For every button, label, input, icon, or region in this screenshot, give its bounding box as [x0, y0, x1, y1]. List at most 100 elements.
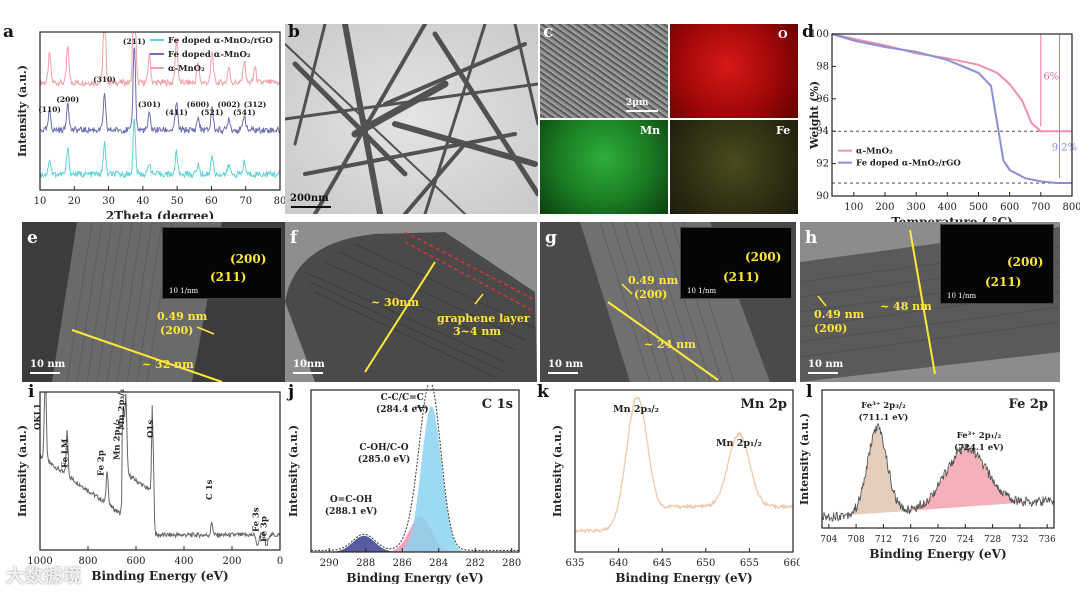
plot-frame — [574, 389, 794, 553]
fft-inset: (200) (211) 10 1/nm — [940, 224, 1054, 304]
x-tick-label: 10 — [34, 196, 47, 207]
x-tick-label: 650 — [696, 558, 715, 569]
peak-label: Mn 2p₁/₂ — [113, 419, 123, 460]
spectrum-line — [574, 396, 794, 535]
peak-label: (284.4 eV) — [376, 404, 429, 415]
plot-frame — [310, 389, 520, 553]
peak-label: (724.1 eV) — [954, 442, 1004, 453]
x-tick-label: 708 — [848, 535, 865, 545]
scale-bar — [293, 372, 323, 374]
fft-inset: (200) (211) 10 1/nm — [162, 227, 282, 299]
x-tick-label: 1000 — [27, 556, 52, 567]
peak-label: (110) — [38, 105, 61, 114]
panel-b: b 200nm — [285, 24, 538, 214]
panel-b-label: b — [288, 24, 300, 42]
scale-bar — [548, 372, 578, 374]
tga-series-line — [831, 33, 1072, 184]
rod-width-label: ~ 32 nm — [142, 358, 194, 371]
peak-label: Mn 2p₁/₂ — [716, 438, 762, 449]
spectrum-title: Mn 2p — [740, 397, 787, 412]
legend-label: α-MnO₂ — [856, 147, 893, 157]
panel-f: f ~ 30nm graphene layer 3~4 nm 10nm — [285, 222, 537, 382]
peak-label: Mn 2p₃/₂ — [613, 404, 659, 415]
plot-frame — [831, 33, 1073, 197]
spectrum-title: C 1s — [482, 397, 513, 412]
fft-200-label: (200) — [230, 252, 267, 266]
x-tick-label: 70 — [239, 196, 252, 207]
xps-survey-chart: OKL1 Fe LM Fe 2p Mn 2p₁/₂Mn 2p₃/₂ O1s C 1s Fe … — [16, 389, 283, 583]
legend-label: Fe doped α-MnO₂/rGO — [168, 36, 273, 46]
fit-component-area — [311, 535, 519, 552]
panel-d-label: d — [802, 24, 814, 42]
x-tick-label: 400 — [938, 202, 957, 213]
x-tick-label: 655 — [740, 558, 759, 569]
peak-label: C 1s — [205, 479, 215, 500]
panel-k: Mn 2p₃/₂ Mn 2p₁/₂ Mn 2p Binding Energy (eV)… — [525, 384, 805, 584]
peak-label: O=C-OH — [330, 495, 373, 505]
peak-label: Fe³⁺ 2p₃/₂ — [861, 401, 906, 411]
lattice-plane-label: (200) — [160, 324, 194, 337]
x-tick-label: 100 — [844, 202, 863, 213]
graphene-layer-label: graphene layer — [437, 312, 530, 325]
peak-label: (285.0 eV) — [358, 454, 411, 465]
x-tick-label: 60 — [205, 196, 218, 207]
panel-i-label: i — [28, 384, 35, 402]
spectrum-line — [821, 423, 1055, 522]
lattice-spacing-label: 0.49 nm — [157, 310, 208, 323]
tga-series-line — [831, 33, 1072, 133]
x-axis-title: Binding Energy (eV) — [869, 547, 1006, 561]
x-tick-label: 80 — [274, 196, 285, 207]
x-tick-label: 600 — [1000, 202, 1019, 213]
xps-fe2p-chart: Fe³⁺ 2p₃/₂(711.1 eV) Fe³⁺ 2p₁/₂(724.1 eV)… — [800, 389, 1056, 561]
lattice-plane-label: (200) — [634, 288, 668, 301]
panel-g-label: g — [545, 228, 557, 248]
peak-label: Fe 3p — [260, 516, 270, 542]
panel-c-label: c — [543, 24, 554, 42]
scale-bar — [808, 372, 838, 374]
scale-label: 10 nm — [548, 359, 584, 370]
peak-label: C-OH/C-O — [359, 443, 408, 453]
x-axis-title: Binding Energy (eV) — [346, 571, 483, 584]
panel-c: c 2μm O Mn Fe — [540, 24, 798, 214]
x-tick-label: 736 — [1039, 535, 1056, 545]
tga-chart: 6% 9.2% α-MnO₂ Fe doped α-MnO₂/rGO Temperatu… — [808, 29, 1080, 224]
fft-211-label: (211) — [985, 275, 1022, 289]
fit-component-area — [311, 406, 519, 552]
tem-nanorods-image — [285, 24, 538, 214]
x-axis-title: Temperature ( °C) — [891, 215, 1013, 224]
peak-label: C-C/C=C — [381, 393, 424, 403]
lattice-plane-label: (200) — [814, 322, 848, 335]
fe-map-label: Fe — [776, 124, 791, 137]
panel-j: O=C-OH (288.1 eV) C-OH/C-O (285.0 eV) C-C/C=… — [285, 384, 525, 584]
peak-label: Fe 3s — [251, 507, 261, 532]
peak-label: (211) — [123, 37, 146, 46]
plot-frame — [39, 391, 281, 551]
x-tick-label: 700 — [1031, 202, 1050, 213]
x-tick-label: 600 — [126, 556, 145, 567]
x-tick-label: 286 — [393, 558, 412, 569]
y-tick-label: 90 — [816, 191, 829, 202]
y-tick-label: 92 — [816, 159, 829, 170]
xps-mn2p-chart: Mn 2p₃/₂ Mn 2p₁/₂ Mn 2p Binding Energy (eV)… — [551, 389, 803, 584]
x-tick-label: 40 — [136, 196, 149, 207]
panel-a: Fe doped α-MnO₂/rGO Fe doped α-MnO₂ α-MnO₂… — [0, 24, 285, 219]
panel-j-label: j — [288, 384, 295, 402]
fft-200-label: (200) — [1007, 255, 1044, 269]
mn-eds-map — [540, 120, 668, 214]
panel-a-label: a — [3, 24, 15, 42]
mn-map-label: Mn — [640, 124, 661, 137]
peak-label: O1s — [146, 420, 156, 438]
x-tick-label: 280 — [502, 558, 521, 569]
xrd-series-line — [39, 118, 281, 179]
x-tick-label: 290 — [320, 558, 339, 569]
panel-h-label: h — [805, 228, 818, 248]
x-tick-label: 645 — [653, 558, 672, 569]
x-tick-label: 20 — [68, 196, 81, 207]
peak-label: (002) — [218, 100, 241, 109]
x-tick-label: 282 — [466, 558, 485, 569]
scale-bar — [30, 372, 60, 374]
x-tick-label: 500 — [969, 202, 988, 213]
x-tick-label: 400 — [174, 556, 193, 567]
fft-scale-label: 10 1/nm — [169, 287, 199, 295]
fft-scale-label: 10 1/nm — [947, 292, 977, 300]
